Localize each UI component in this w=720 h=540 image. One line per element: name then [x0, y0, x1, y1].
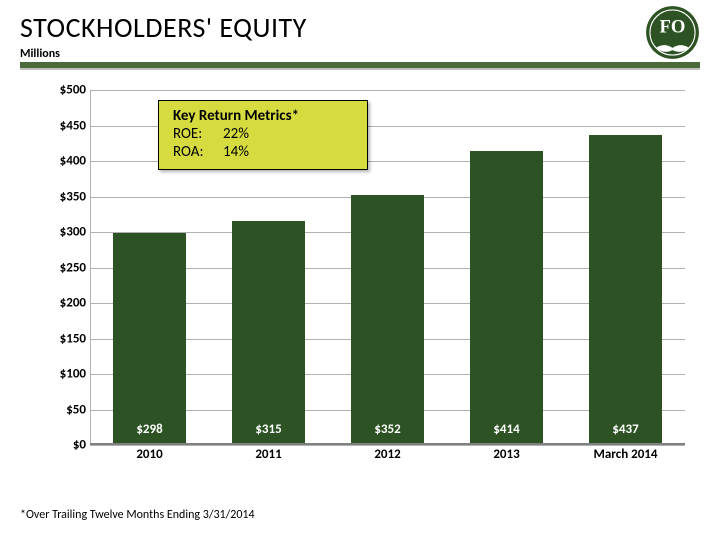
y-tick-label: $100	[38, 367, 86, 382]
y-tick-label: $400	[38, 154, 86, 169]
bar-value-label: $315	[232, 422, 306, 437]
x-axis-line	[90, 443, 685, 445]
bar: $315	[232, 221, 306, 445]
y-tick-label: $350	[38, 189, 86, 204]
bar-value-label: $298	[113, 422, 187, 437]
page-title: STOCKHOLDERS' EQUITY	[20, 10, 700, 45]
bar: $352	[351, 195, 425, 445]
bar: $437	[589, 135, 663, 445]
bar-rect	[470, 151, 544, 445]
x-tick-label: 2013	[447, 447, 566, 462]
bar-rect	[113, 233, 187, 445]
metrics-value: 22%	[223, 125, 249, 143]
bar-rect	[351, 195, 425, 445]
plot-area: $0$50$100$150$200$250$300$350$400$450$50…	[90, 90, 685, 445]
x-tick-label: 2010	[90, 447, 209, 462]
y-tick-label: $50	[38, 402, 86, 417]
metrics-title: Key Return Metrics*	[173, 107, 353, 125]
footnote: *Over Trailing Twelve Months Ending 3/31…	[20, 508, 255, 522]
company-logo: FO	[645, 5, 700, 60]
header: STOCKHOLDERS' EQUITY Millions	[20, 10, 700, 70]
bar-value-label: $352	[351, 422, 425, 437]
metrics-key: ROE:	[173, 125, 223, 143]
y-tick-label: $0	[38, 438, 86, 453]
title-rule-thin	[20, 68, 700, 70]
metrics-row: ROE:22%	[173, 125, 353, 143]
x-tick-label: March 2014	[566, 447, 685, 462]
key-metrics-box: Key Return Metrics* ROE:22%ROA:14%	[158, 100, 368, 170]
metrics-key: ROA:	[173, 143, 223, 161]
bar: $414	[470, 151, 544, 445]
metrics-row: ROA:14%	[173, 143, 353, 161]
y-tick-label: $250	[38, 260, 86, 275]
page-subtitle: Millions	[20, 47, 700, 61]
y-tick-label: $450	[38, 118, 86, 133]
x-tick-label: 2011	[209, 447, 328, 462]
bar-rect	[589, 135, 663, 445]
y-tick-label: $200	[38, 296, 86, 311]
y-tick-label: $500	[38, 83, 86, 98]
x-tick-label: 2012	[328, 447, 447, 462]
bar-value-label: $414	[470, 422, 544, 437]
grid-line	[90, 445, 685, 446]
svg-text:FO: FO	[660, 17, 686, 38]
y-tick-label: $150	[38, 331, 86, 346]
y-tick-label: $300	[38, 225, 86, 240]
metrics-value: 14%	[223, 143, 249, 161]
equity-bar-chart: $0 $50 $100 $150 $200 $250 $300 $350 $400 $450 $50…	[35, 85, 695, 485]
bar-value-label: $437	[589, 422, 663, 437]
bar-rect	[232, 221, 306, 445]
bar: $298	[113, 233, 187, 445]
